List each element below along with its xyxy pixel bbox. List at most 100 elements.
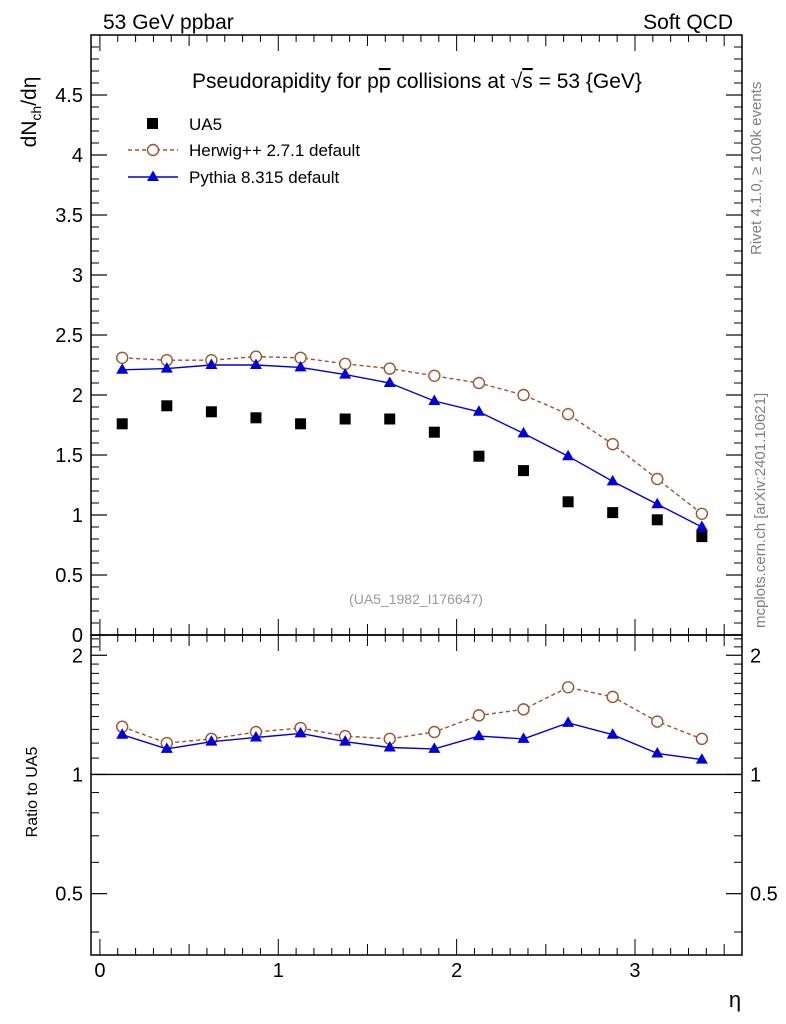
ratio-herwig-point bbox=[517, 703, 530, 716]
title-sqrt: √ bbox=[511, 70, 523, 93]
ratio-herwig-line bbox=[121, 686, 703, 744]
main-ytick-label: 2.5 bbox=[55, 325, 83, 347]
main-pythia-point bbox=[606, 474, 619, 486]
legend-marker-pythia bbox=[147, 170, 159, 181]
title-pbar: p bbox=[379, 70, 391, 93]
legend-label-herwig: Herwig++ 2.7.1 default bbox=[189, 141, 360, 160]
main-ua5-point bbox=[518, 465, 530, 477]
ratio-pythia-point bbox=[116, 728, 129, 739]
main-ytick-label: 4 bbox=[72, 145, 83, 167]
main-ua5-point bbox=[161, 400, 173, 412]
main-ua5-point bbox=[607, 507, 619, 519]
ratio-herwig-point bbox=[428, 725, 441, 739]
main-herwig-point bbox=[116, 351, 129, 364]
main-ytick-label: 3 bbox=[72, 265, 83, 287]
ratio-pythia-point bbox=[651, 746, 664, 758]
ratio-pythia-point bbox=[606, 728, 619, 739]
main-herwig-point bbox=[695, 507, 709, 520]
title-middle: collisions at bbox=[391, 70, 511, 93]
main-ytick-label: 3.5 bbox=[55, 205, 83, 227]
ratio-pythia-point bbox=[383, 740, 396, 752]
main-herwig-point bbox=[338, 357, 352, 370]
main-pythia-point bbox=[472, 405, 485, 416]
ratio-xtick-label: 2 bbox=[451, 960, 462, 982]
ratio-ytick-label: 0.5 bbox=[55, 884, 83, 906]
main-ytick-label: 0.5 bbox=[55, 565, 83, 587]
ratio-pythia-point bbox=[472, 729, 485, 741]
main-pythia-point bbox=[339, 368, 352, 379]
main-ua5-point bbox=[339, 413, 351, 425]
main-ua5-point bbox=[384, 413, 396, 425]
ratio-herwig-point bbox=[651, 715, 664, 728]
main-ua5-point bbox=[473, 450, 485, 462]
main-pythia-point bbox=[249, 358, 262, 369]
main-ua5-point bbox=[428, 426, 440, 438]
ratio-ytick-label-right: 1 bbox=[750, 764, 761, 786]
ratio-pythia-line bbox=[121, 722, 702, 761]
main-ua5-point bbox=[116, 418, 128, 430]
ratio-ytick-label-right: 0.5 bbox=[750, 884, 778, 906]
main-herwig-point bbox=[383, 362, 396, 375]
ratio-xtick-label: 1 bbox=[273, 960, 284, 982]
legend-marker-herwig bbox=[146, 143, 160, 157]
ratio-xtick-label: 3 bbox=[629, 960, 640, 982]
main-herwig-point bbox=[428, 369, 441, 382]
title-prefix: Pseudorapidity for p bbox=[192, 70, 379, 93]
svg-text:dNch/dη: dNch/dη bbox=[18, 77, 44, 148]
ratio-axes: 0 1 2 3 0.5 0.5 1 1 2 2 bbox=[55, 635, 778, 982]
main-pythia-point bbox=[160, 362, 173, 373]
ratio-herwig-point bbox=[561, 681, 575, 694]
main-pythia-point bbox=[517, 426, 530, 438]
ratio-pythia-point bbox=[205, 735, 218, 746]
ylabel-rest: /dη bbox=[18, 77, 41, 106]
main-pythia-point bbox=[651, 497, 664, 509]
legend-marker-ua5 bbox=[147, 118, 158, 129]
main-pythia-point bbox=[383, 376, 396, 387]
main-series bbox=[116, 350, 709, 543]
ratio-ytick-label-right: 2 bbox=[750, 645, 761, 667]
main-herwig-line bbox=[122, 355, 703, 515]
ratio-y-label: Ratio to UA5 bbox=[24, 747, 41, 838]
ratio-herwig-point bbox=[695, 732, 709, 746]
header-left: 53 GeV ppbar bbox=[103, 11, 234, 34]
main-herwig-point bbox=[561, 408, 575, 421]
ratio-ytick-label: 2 bbox=[72, 645, 83, 667]
title-suffix: = 53 {GeV} bbox=[533, 70, 642, 93]
main-ytick-label: 1 bbox=[72, 505, 83, 527]
x-axis-label: η bbox=[729, 987, 741, 1012]
ratio-pythia-point bbox=[249, 730, 262, 742]
analysis-watermark: (UA5_1982_I176647) bbox=[349, 591, 483, 607]
main-pythia-point bbox=[562, 449, 575, 461]
main-pythia-point bbox=[116, 363, 129, 374]
ratio-xtick-label: 0 bbox=[94, 960, 105, 982]
svg-text:Pseudorapidity for pp collisio: Pseudorapidity for pp collisions at √s =… bbox=[192, 70, 642, 93]
main-ua5-point bbox=[295, 418, 307, 430]
legend-label-ua5: UA5 bbox=[189, 115, 222, 134]
ratio-ytick-label: 1 bbox=[72, 764, 83, 786]
main-axes: 0 0.5 1 1.5 2 2.5 3 3.5 4 4.5 bbox=[55, 35, 742, 647]
ratio-pythia-point bbox=[562, 716, 575, 727]
mcplots-label: mcplots.cern.ch [arXiv:2401.10621] bbox=[752, 393, 769, 628]
ratio-panel-frame bbox=[90, 634, 743, 956]
main-ua5-point bbox=[250, 412, 262, 424]
main-ytick-label: 4.5 bbox=[55, 85, 83, 107]
main-ua5-point bbox=[205, 406, 217, 418]
rivet-label: Rivet 4.1.0, ≥ 100k events bbox=[748, 82, 765, 255]
main-pythia-line bbox=[122, 364, 703, 528]
main-pythia-point bbox=[695, 520, 708, 531]
legend: UA5 Herwig++ 2.7.1 default Pythia 8.315 … bbox=[128, 115, 360, 187]
ratio-pythia-point bbox=[160, 742, 173, 753]
ratio-herwig-point bbox=[472, 709, 486, 722]
main-herwig-point bbox=[651, 472, 664, 486]
main-ytick-label: 0 bbox=[72, 625, 83, 647]
main-herwig-point bbox=[606, 438, 619, 451]
main-herwig-point bbox=[517, 388, 530, 402]
chart-title: Pseudorapidity for pp collisions at √s =… bbox=[192, 70, 642, 93]
main-ytick-label: 2 bbox=[72, 385, 83, 407]
ylabel-main: dN bbox=[18, 121, 41, 148]
main-pythia-point bbox=[205, 358, 218, 369]
main-ua5-point bbox=[696, 531, 708, 543]
main-y-label: dNch/dη bbox=[18, 77, 44, 148]
main-ytick-label: 1.5 bbox=[55, 445, 83, 467]
